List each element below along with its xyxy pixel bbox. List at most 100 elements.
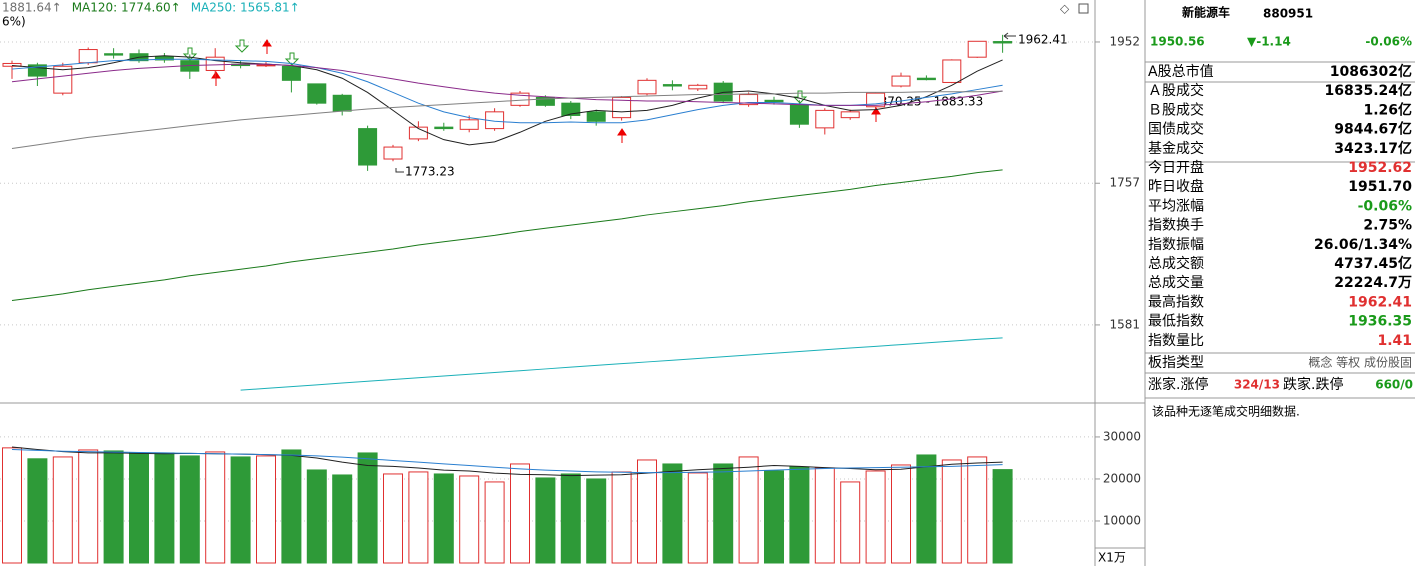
row-value: 1.41 xyxy=(1377,333,1412,349)
row-label: A股总市值 xyxy=(1148,63,1214,80)
volume-bar xyxy=(103,450,124,564)
candle-body xyxy=(358,128,378,166)
candle-body xyxy=(891,75,911,87)
candle-body xyxy=(586,111,606,122)
candle-body xyxy=(307,83,327,104)
annotation: 1773.23 xyxy=(405,165,455,179)
volume-bar xyxy=(510,463,530,564)
ma-line xyxy=(11,449,1003,474)
volume-bar xyxy=(611,471,632,564)
row-label: Ａ股成交 xyxy=(1148,82,1204,99)
icon-diamond: ◇ xyxy=(1060,2,1070,16)
volume-bar xyxy=(332,474,353,564)
volume-bar xyxy=(230,456,251,564)
candle-body xyxy=(53,65,73,94)
row-value: 4737.45亿 xyxy=(1334,255,1412,272)
ma-line xyxy=(11,90,1003,150)
candle-body xyxy=(434,126,454,130)
candle-body xyxy=(688,84,708,90)
volume-bar xyxy=(916,454,937,564)
candle-body xyxy=(332,94,352,112)
legend-entry: MA120: 1774.60↑ xyxy=(72,1,181,15)
volume-bar xyxy=(738,456,759,564)
annotation-pointer xyxy=(395,168,404,173)
row-value: 2.75% xyxy=(1363,218,1412,234)
candle-body xyxy=(612,96,632,119)
volume-bar xyxy=(78,449,99,564)
change-pct: -0.06% xyxy=(1365,35,1412,49)
volume-bar xyxy=(52,456,73,564)
candle-body xyxy=(764,99,784,103)
row-value: 660/0 xyxy=(1375,378,1413,392)
candle-body xyxy=(840,111,860,119)
row-value: 9844.67亿 xyxy=(1334,121,1412,138)
volume-bar xyxy=(27,458,48,564)
row-value: 22224.7万 xyxy=(1334,275,1412,291)
row-label: 总成交额 xyxy=(1148,255,1204,272)
row-value: 1086302亿 xyxy=(1330,63,1412,80)
candle-body xyxy=(78,49,98,64)
row-label: 国债成交 xyxy=(1148,121,1204,138)
volume-bar xyxy=(789,466,810,564)
row-label: 基金成交 xyxy=(1148,140,1204,157)
volume-bar xyxy=(256,455,276,564)
row-label: Ｂ股成交 xyxy=(1148,101,1204,118)
row-label: 板指类型 xyxy=(1148,355,1204,371)
row-label: 跌家.跌停 xyxy=(1283,376,1343,393)
candle-body xyxy=(967,40,987,58)
sell-arrow xyxy=(792,90,808,104)
volume-bar xyxy=(637,459,657,564)
candle-body xyxy=(205,56,225,71)
candle-body xyxy=(789,104,809,125)
buy-arrow xyxy=(211,71,221,86)
volume-bar xyxy=(891,464,911,564)
change: ▼-1.14 xyxy=(1247,35,1291,49)
candle-body xyxy=(281,65,301,81)
candle-body xyxy=(2,62,22,67)
volume-bar xyxy=(941,459,962,564)
volume-bar xyxy=(459,475,480,564)
y-tick-label: 1757 xyxy=(1109,176,1140,190)
row-label: 最高指数 xyxy=(1148,293,1204,310)
volume-bar xyxy=(687,472,708,564)
candle-body xyxy=(27,64,47,77)
volume-bar xyxy=(129,452,149,564)
volume-bar xyxy=(408,471,429,564)
volume-bar xyxy=(967,456,988,564)
row-value: 26.06/1.34% xyxy=(1314,237,1412,253)
header-fragment: 6%) xyxy=(2,15,26,29)
sell-arrow xyxy=(234,39,250,53)
volume-bar xyxy=(154,452,175,564)
volume-bar xyxy=(814,467,835,564)
candle-body xyxy=(535,96,555,106)
icon-box xyxy=(1078,3,1089,14)
volume-bar xyxy=(662,463,683,564)
row-value: 1936.35 xyxy=(1348,314,1412,330)
volume-bar xyxy=(357,452,378,564)
candle-body xyxy=(561,102,581,116)
candle-body xyxy=(739,94,759,106)
index-code: 880951 xyxy=(1263,7,1313,21)
volume-bar xyxy=(433,473,454,564)
row-label: 指数换手 xyxy=(1148,217,1204,234)
sell-arrow xyxy=(284,52,300,66)
ma-line xyxy=(11,63,1003,106)
y-tick-label: 1581 xyxy=(1109,317,1140,331)
candle-body xyxy=(637,79,657,95)
legend-entry: 1881.64↑ xyxy=(2,1,62,15)
candle-body xyxy=(662,84,682,87)
index-name: 新能源车 xyxy=(1182,5,1230,20)
ma-line xyxy=(240,337,1003,391)
row-label: 最低指数 xyxy=(1148,314,1204,330)
volume-bar xyxy=(535,477,556,564)
row-value: -0.06% xyxy=(1358,198,1412,214)
candle-body xyxy=(942,59,962,83)
volume-bar xyxy=(306,469,327,564)
buy-arrow xyxy=(262,39,272,54)
ma-line xyxy=(11,169,1003,302)
unit-label: X1万 xyxy=(1098,551,1126,565)
volume-bar xyxy=(764,470,784,564)
row-value: 1.26亿 xyxy=(1363,101,1412,118)
